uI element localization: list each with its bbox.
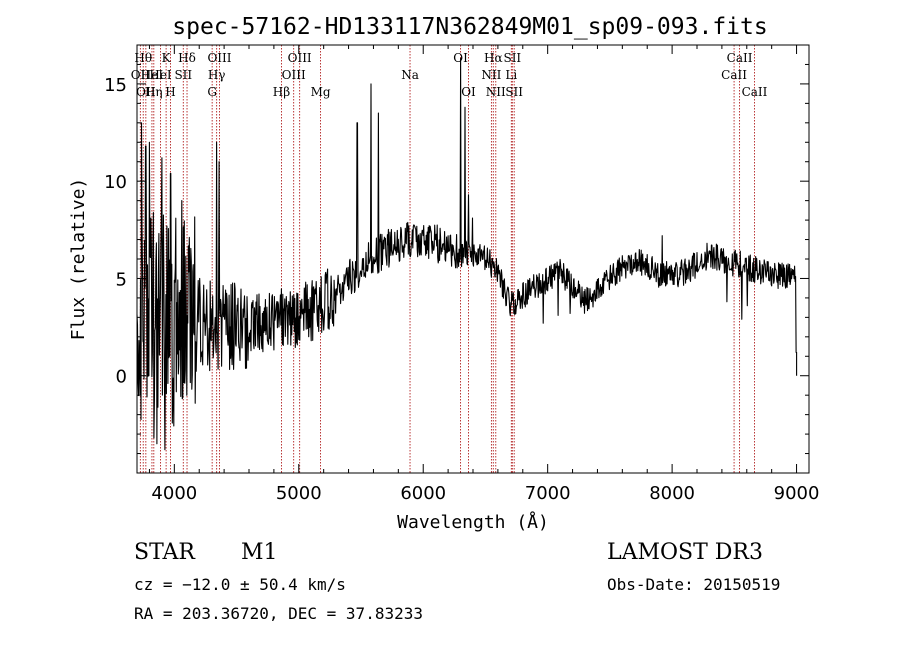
line-label: OI bbox=[461, 85, 476, 99]
x-tick-label: 4000 bbox=[151, 483, 197, 504]
x-axis-label: Wavelength (Å) bbox=[397, 511, 549, 533]
y-tick-label: 15 bbox=[104, 75, 127, 96]
line-label: H bbox=[165, 85, 175, 99]
line-label: HeI bbox=[141, 68, 164, 82]
x-tick-label: 8000 bbox=[649, 483, 695, 504]
line-label: Hγ bbox=[208, 68, 226, 82]
line-label: HeI bbox=[149, 68, 172, 82]
object-class: STAR bbox=[134, 540, 196, 565]
line-label: OII bbox=[131, 68, 151, 82]
line-label: Li bbox=[505, 68, 517, 82]
spectrum-line bbox=[136, 58, 798, 451]
line-label: NII bbox=[486, 85, 506, 99]
observation-date: Obs-Date: 20150519 bbox=[607, 575, 780, 594]
line-label: OIII bbox=[282, 68, 306, 82]
line-label: SII bbox=[505, 85, 523, 99]
line-label: Hη bbox=[145, 85, 163, 99]
emission-line-labels: OIIHθOIIHeIHηHeIKHSIIHδGHγOIIIHβOIIIOIII… bbox=[131, 51, 768, 99]
coordinates-readout: RA = 203.36720, DEC = 37.83233 bbox=[134, 604, 423, 623]
spectrum-series bbox=[136, 58, 798, 451]
survey-name: LAMOST DR3 bbox=[607, 540, 763, 565]
line-label: CaII bbox=[742, 85, 768, 99]
line-label: K bbox=[162, 51, 172, 65]
chart-title: spec-57162-HD133117N362849M01_sp09-093.f… bbox=[172, 14, 767, 40]
line-label: SII bbox=[174, 68, 192, 82]
line-label: Hα bbox=[484, 51, 503, 65]
redshift-readout: cz = −12.0 ± 50.4 km/s bbox=[134, 575, 346, 594]
line-label: Hβ bbox=[273, 85, 290, 99]
line-label: OIII bbox=[288, 51, 312, 65]
x-tick-label: 9000 bbox=[774, 483, 820, 504]
line-label: NII bbox=[481, 68, 501, 82]
line-label: Mg bbox=[311, 85, 331, 99]
line-label: G bbox=[207, 85, 217, 99]
y-axis-label: Flux (relative) bbox=[68, 178, 89, 341]
line-label: Na bbox=[401, 68, 419, 82]
y-tick-label: 0 bbox=[116, 367, 127, 388]
line-label: CaII bbox=[721, 68, 747, 82]
x-tick-label: 6000 bbox=[400, 483, 446, 504]
line-label: Hθ bbox=[134, 51, 152, 65]
line-label: OIII bbox=[207, 51, 231, 65]
line-label: SII bbox=[503, 51, 521, 65]
x-tick-label: 7000 bbox=[525, 483, 571, 504]
axes: 4000 5000 6000 7000 8000 9000 0 5 10 15 bbox=[104, 45, 819, 504]
y-tick-label: 5 bbox=[116, 269, 127, 290]
line-label: OII bbox=[136, 85, 156, 99]
line-label: CaII bbox=[727, 51, 753, 65]
line-label: OI bbox=[453, 51, 468, 65]
x-tick-label: 5000 bbox=[276, 483, 322, 504]
y-tick-label: 10 bbox=[104, 172, 127, 193]
object-subclass: M1 bbox=[241, 540, 278, 565]
line-label: Hδ bbox=[178, 51, 196, 65]
